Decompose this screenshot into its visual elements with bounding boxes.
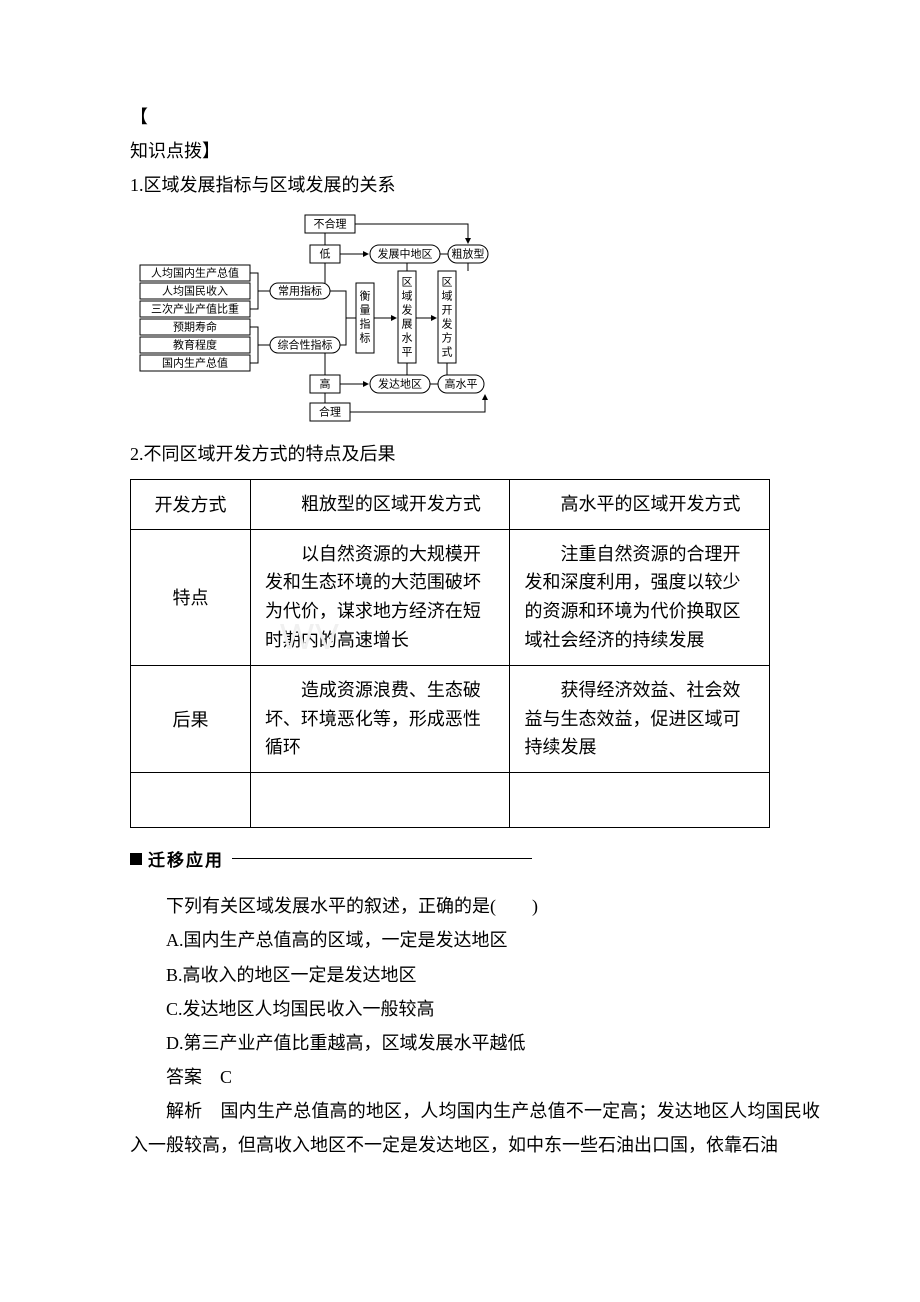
option-a: A.国内生产总值高的区域，一定是发达地区 xyxy=(130,923,820,957)
option-c: C.发达地区人均国民收入一般较高 xyxy=(130,992,820,1026)
svg-text:人均国民收入: 人均国民收入 xyxy=(162,283,228,297)
cell-extensive-title: 粗放型的区域开发方式 xyxy=(250,479,510,529)
svg-text:域: 域 xyxy=(402,289,413,302)
option-b: B.高收入的地区一定是发达地区 xyxy=(130,958,820,992)
diagram-extensive: 粗放型 xyxy=(452,246,485,260)
table-row: 特点 以自然资源的大规模开发和生态环境的大范围破坏为代价，谋求地方经济在短时期内… xyxy=(131,529,770,665)
svg-text:域: 域 xyxy=(442,289,453,302)
diagram-developed: 发达地区 xyxy=(378,376,422,390)
explanation: 解析 国内生产总值高的地区，人均国内生产总值不一定高；发达地区人均国民收入一般较… xyxy=(130,1094,820,1162)
heading-points: 知识点拨】 xyxy=(130,134,820,168)
svg-text:平: 平 xyxy=(402,346,413,358)
cell-method: 开发方式 xyxy=(131,479,251,529)
table-row xyxy=(131,773,770,828)
diagram-common: 常用指标 xyxy=(278,283,322,297)
cell-feature: 特点 xyxy=(131,529,251,665)
svg-text:区: 区 xyxy=(442,276,453,288)
table-row: 开发方式 粗放型的区域开发方式 高水平的区域开发方式 xyxy=(131,479,770,529)
svg-text:三次产业产值比重: 三次产业产值比重 xyxy=(151,301,239,315)
compare-table: 开发方式 粗放型的区域开发方式 高水平的区域开发方式 特点 以自然资源的大规模开… xyxy=(130,479,770,828)
square-icon xyxy=(130,853,142,865)
svg-text:教育程度: 教育程度 xyxy=(173,337,217,351)
svg-text:式: 式 xyxy=(442,345,453,358)
answer-line: 答案 C xyxy=(130,1060,820,1094)
svg-text:区: 区 xyxy=(402,276,413,288)
svg-text:展: 展 xyxy=(402,317,413,330)
subheading-2: 2.不同区域开发方式的特点及后果 xyxy=(130,437,820,471)
table-row: 后果 造成资源浪费、生态破坏、环境恶化等，形成恶性循环 获得经济效益、社会效益与… xyxy=(131,665,770,772)
diagram-high: 高 xyxy=(320,376,331,390)
svg-text:水: 水 xyxy=(402,331,413,344)
cell-feature-ext: 以自然资源的大规模开发和生态环境的大范围破坏为代价，谋求地方经济在短时期内的高速… xyxy=(250,529,510,665)
question-stem: 下列有关区域发展水平的叙述，正确的是( ) xyxy=(130,889,820,923)
diagram-devmid: 发展中地区 xyxy=(378,246,433,260)
svg-text:预期寿命: 预期寿命 xyxy=(173,319,217,333)
option-d: D.第三产业产值比重越高，区域发展水平越低 xyxy=(130,1026,820,1060)
section-transfer: 迁移应用 xyxy=(130,846,820,871)
diagram-bottom: 合理 xyxy=(319,404,341,418)
svg-text:指: 指 xyxy=(360,316,371,330)
diagram-left-group: 人均国内生产总值 人均国民收入 三次产业产值比重 预期寿命 教育程度 国内生产总… xyxy=(140,265,250,371)
subheading-1: 1.区域发展指标与区域发展的关系 xyxy=(130,168,820,202)
cell-highlevel-title: 高水平的区域开发方式 xyxy=(510,479,770,529)
svg-text:开: 开 xyxy=(442,304,453,316)
svg-text:人均国内生产总值: 人均国内生产总值 xyxy=(151,265,239,279)
flow-diagram: .bx{fill:#ffffff;stroke:#000000;stroke-w… xyxy=(130,213,820,423)
diagram-low: 低 xyxy=(320,247,331,260)
svg-text:方: 方 xyxy=(442,330,453,344)
svg-text:标: 标 xyxy=(360,330,371,344)
svg-text:国内生产总值: 国内生产总值 xyxy=(162,355,228,369)
svg-text:量: 量 xyxy=(360,303,371,316)
section-line xyxy=(232,858,532,859)
cell-result: 后果 xyxy=(131,665,251,772)
open-bracket: 【 xyxy=(130,100,820,134)
svg-text:发: 发 xyxy=(402,302,413,316)
diagram-top: 不合理 xyxy=(314,216,347,230)
cell-feature-high: 注重自然资源的合理开发和深度利用，强度以较少的资源和环境为代价换取区域社会经济的… xyxy=(510,529,770,665)
section-label: 迁移应用 xyxy=(148,846,224,871)
svg-text:发: 发 xyxy=(442,316,453,330)
diagram-comp: 综合性指标 xyxy=(278,337,333,351)
cell-result-ext: 造成资源浪费、生态破坏、环境恶化等，形成恶性循环 xyxy=(250,665,510,772)
svg-text:衡: 衡 xyxy=(360,289,371,302)
diagram-svg: .bx{fill:#ffffff;stroke:#000000;stroke-w… xyxy=(130,213,490,423)
cell-result-high: 获得经济效益、社会效益与生态效益，促进区域可持续发展 xyxy=(510,665,770,772)
diagram-highlevel: 高水平 xyxy=(445,376,478,390)
